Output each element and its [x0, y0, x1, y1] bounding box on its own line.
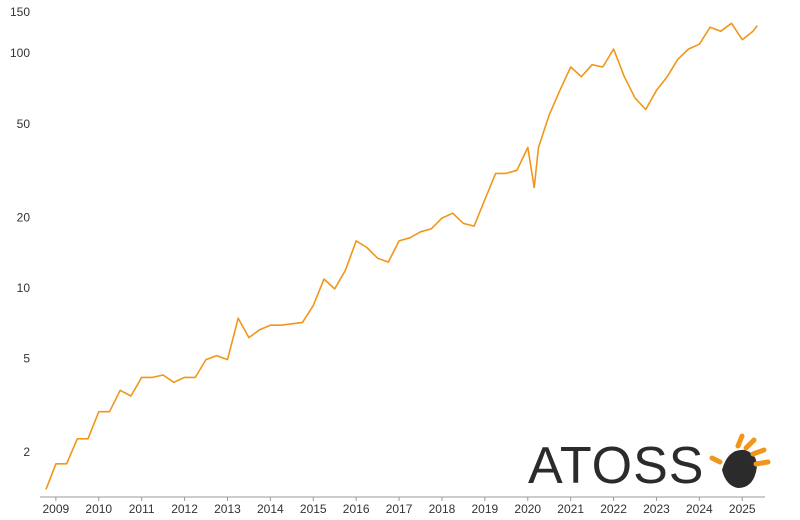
x-tick-label: 2011 [129, 502, 155, 516]
x-tick-label: 2015 [300, 502, 327, 516]
x-tick-label: 2017 [386, 502, 413, 516]
logo-hand [709, 433, 771, 488]
y-tick-label: 150 [10, 5, 30, 19]
y-tick-label: 10 [17, 281, 31, 295]
x-tick-label: 2021 [557, 502, 584, 516]
x-tick-label: 2012 [171, 502, 198, 516]
logo-text: ATOSS [528, 437, 704, 495]
x-tick-label: 2013 [214, 502, 241, 516]
y-tick-label: 2 [23, 445, 30, 459]
y-tick-label: 100 [10, 46, 30, 60]
x-tick-label: 2025 [729, 502, 756, 516]
x-tick-label: 2010 [85, 502, 112, 516]
x-tick-label: 2024 [686, 502, 713, 516]
x-tick-label: 2016 [343, 502, 370, 516]
x-tick-label: 2014 [257, 502, 284, 516]
x-tick-label: 2019 [472, 502, 499, 516]
x-tick-label: 2009 [43, 502, 70, 516]
x-tick-label: 2022 [600, 502, 627, 516]
x-tick-label: 2023 [643, 502, 670, 516]
y-tick-label: 20 [17, 210, 31, 224]
y-tick-label: 5 [23, 352, 30, 366]
x-tick-label: 2020 [514, 502, 541, 516]
price-line [45, 22, 758, 490]
x-tick-label: 2018 [429, 502, 456, 516]
y-tick-label: 50 [17, 117, 31, 131]
